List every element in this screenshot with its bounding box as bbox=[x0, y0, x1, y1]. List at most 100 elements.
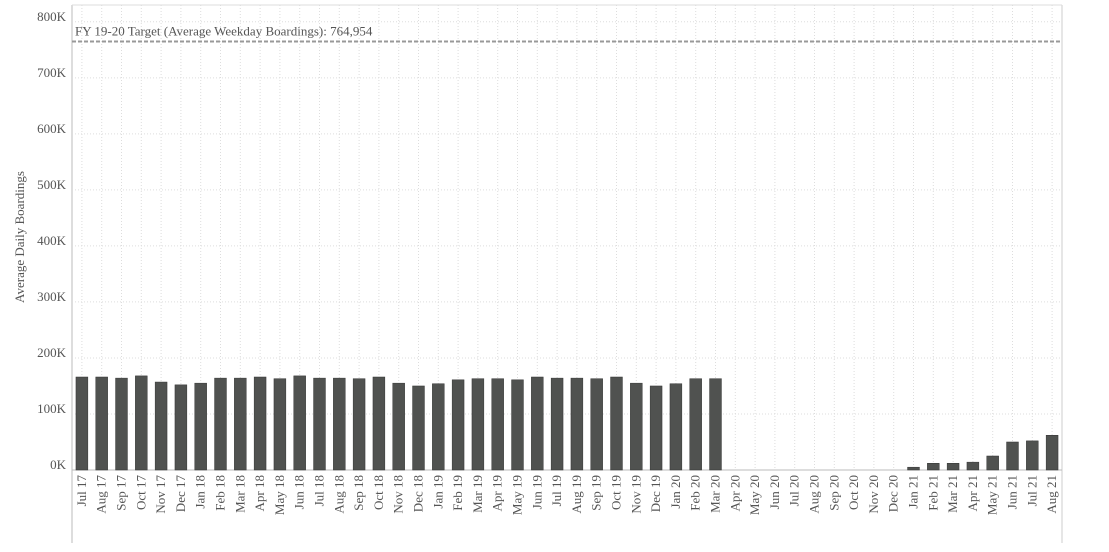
x-tick-label: Jan 21 bbox=[906, 475, 921, 509]
x-tick-label: Jun 20 bbox=[767, 475, 782, 509]
bar bbox=[709, 378, 722, 471]
y-tick-label: 0K bbox=[50, 457, 67, 472]
x-tick-label: Aug 17 bbox=[94, 475, 109, 514]
bar bbox=[471, 378, 485, 471]
bar bbox=[115, 377, 128, 471]
bar bbox=[570, 377, 584, 471]
x-tick-label: Jul 20 bbox=[787, 475, 802, 506]
y-axis-title: Average Daily Boardings bbox=[12, 171, 27, 303]
bar bbox=[1006, 441, 1019, 471]
x-tick-label: Mar 21 bbox=[945, 475, 960, 513]
x-tick-label: Aug 21 bbox=[1044, 475, 1059, 514]
bar bbox=[154, 381, 168, 471]
x-tick-label: Feb 20 bbox=[688, 475, 703, 511]
x-tick-label: May 18 bbox=[272, 475, 287, 515]
bar bbox=[610, 376, 623, 471]
x-tick-label: Feb 19 bbox=[450, 475, 465, 511]
bar bbox=[412, 385, 425, 471]
bar bbox=[907, 466, 920, 471]
bar bbox=[927, 463, 940, 471]
x-tick-label: Jul 17 bbox=[74, 475, 89, 507]
bar bbox=[194, 382, 207, 471]
bar bbox=[75, 376, 89, 471]
bar bbox=[273, 378, 287, 471]
x-tick-label: Nov 19 bbox=[628, 475, 643, 514]
x-tick-label: Jun 18 bbox=[292, 475, 307, 509]
x-tick-label: Jun 19 bbox=[529, 475, 544, 509]
bar bbox=[946, 463, 960, 471]
x-tick-label: Oct 17 bbox=[133, 475, 148, 511]
bar bbox=[511, 379, 524, 471]
bar bbox=[649, 385, 663, 471]
x-tick-label: Nov 18 bbox=[391, 475, 406, 514]
bar bbox=[333, 377, 346, 471]
bar bbox=[432, 383, 445, 471]
bar bbox=[313, 377, 326, 471]
y-tick-label: 700K bbox=[37, 65, 67, 80]
x-tick-label: Aug 19 bbox=[569, 475, 584, 514]
bar bbox=[630, 382, 643, 471]
x-tick-label: Jul 21 bbox=[1024, 475, 1039, 506]
x-tick-label: Nov 17 bbox=[153, 475, 168, 514]
y-tick-label: 400K bbox=[37, 233, 67, 248]
x-tick-label: Jan 19 bbox=[430, 475, 445, 509]
bar bbox=[392, 382, 405, 471]
y-tick-label: 100K bbox=[37, 401, 67, 416]
bar bbox=[986, 455, 999, 471]
x-tick-label: Jun 21 bbox=[1005, 475, 1020, 509]
x-tick-label: Sep 18 bbox=[351, 475, 366, 511]
y-tick-label: 300K bbox=[37, 289, 67, 304]
x-tick-label: Jan 20 bbox=[668, 475, 683, 509]
bar bbox=[352, 378, 366, 471]
x-tick-label: Apr 20 bbox=[727, 475, 742, 511]
x-tick-label: Dec 20 bbox=[886, 475, 901, 512]
bar bbox=[966, 461, 980, 471]
bar bbox=[491, 378, 504, 471]
x-tick-label: Mar 20 bbox=[708, 475, 723, 513]
x-tick-label: Mar 19 bbox=[470, 475, 485, 513]
x-tick-label: Mar 18 bbox=[232, 475, 247, 513]
bar bbox=[293, 375, 306, 471]
x-tick-label: Oct 20 bbox=[846, 475, 861, 510]
bar bbox=[590, 378, 603, 471]
bar bbox=[669, 383, 683, 471]
x-tick-label: Sep 17 bbox=[114, 475, 129, 511]
x-tick-label: Apr 19 bbox=[490, 475, 505, 511]
y-tick-label: 500K bbox=[37, 177, 67, 192]
x-tick-label: Feb 21 bbox=[925, 475, 940, 511]
bar bbox=[531, 376, 544, 471]
bar bbox=[1045, 435, 1059, 471]
bar bbox=[550, 377, 564, 471]
y-tick-label: 200K bbox=[37, 345, 67, 360]
bar bbox=[95, 376, 108, 471]
bar bbox=[372, 376, 386, 471]
bar bbox=[451, 379, 465, 471]
bar bbox=[174, 384, 188, 471]
bar bbox=[214, 377, 227, 471]
y-tick-label: 600K bbox=[37, 121, 67, 136]
x-tick-label: May 19 bbox=[510, 475, 525, 515]
target-label: FY 19-20 Target (Average Weekday Boardin… bbox=[75, 23, 373, 38]
x-tick-label: Nov 20 bbox=[866, 475, 881, 514]
x-tick-label: May 20 bbox=[747, 475, 762, 515]
x-tick-label: Oct 19 bbox=[609, 475, 624, 510]
x-tick-label: Jan 18 bbox=[193, 475, 208, 509]
x-tick-label: Jul 19 bbox=[549, 475, 564, 506]
x-tick-label: Dec 18 bbox=[411, 475, 426, 512]
x-tick-label: Dec 19 bbox=[648, 475, 663, 512]
x-tick-label: Aug 20 bbox=[807, 475, 822, 514]
x-tick-label: Feb 18 bbox=[213, 475, 228, 511]
x-tick-label: Sep 20 bbox=[826, 475, 841, 511]
bar bbox=[253, 376, 267, 471]
bar bbox=[1026, 440, 1039, 471]
x-tick-label: Sep 19 bbox=[589, 475, 604, 511]
x-tick-label: May 21 bbox=[985, 475, 1000, 515]
x-tick-label: Apr 21 bbox=[965, 475, 980, 511]
x-tick-label: Aug 18 bbox=[331, 475, 346, 514]
bar bbox=[135, 375, 148, 471]
bar bbox=[689, 378, 702, 471]
x-tick-label: Dec 17 bbox=[173, 475, 188, 513]
y-tick-label: 800K bbox=[37, 9, 67, 24]
x-tick-label: Apr 18 bbox=[252, 475, 267, 511]
